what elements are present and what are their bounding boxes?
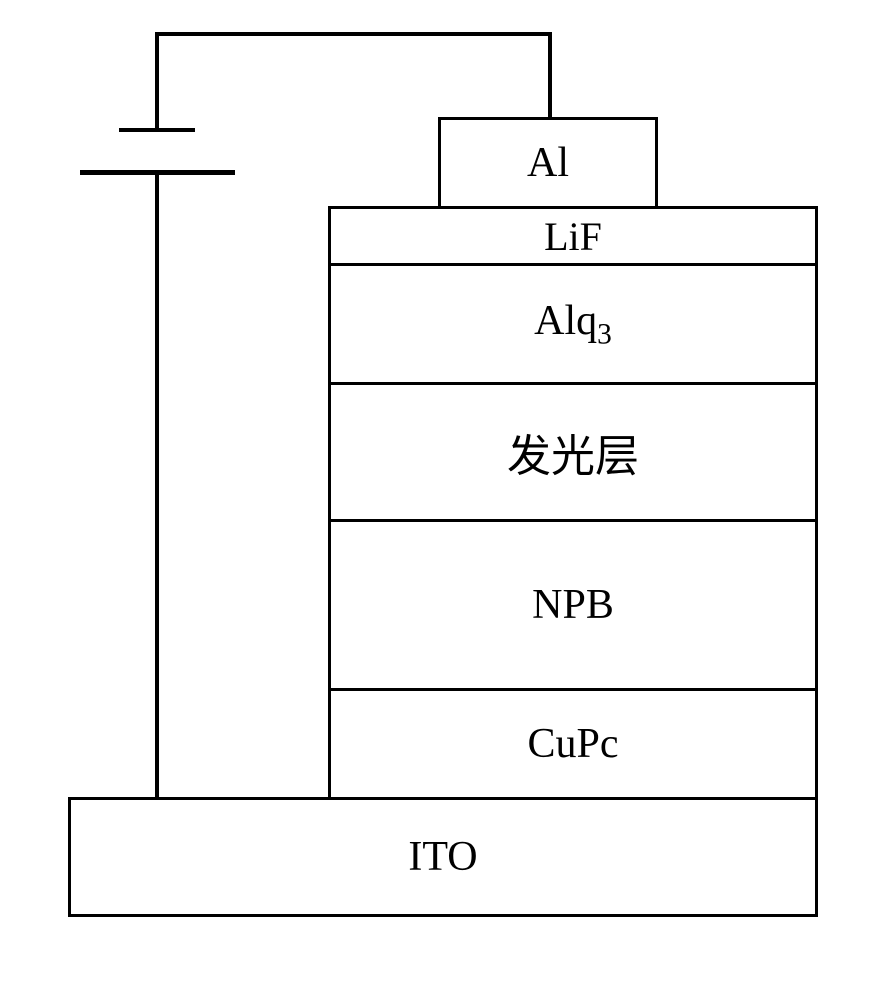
layer-ito: ITO	[68, 797, 818, 917]
wire-anode-vertical	[155, 173, 159, 800]
layer-emissive: 发光层	[328, 382, 818, 522]
layer-ito-label: ITO	[408, 833, 477, 881]
wire-top-horizontal	[155, 32, 552, 36]
layer-lif: LiF	[328, 206, 818, 266]
wire-left-upper	[155, 32, 159, 130]
oled-layer-diagram: Al LiF Alq3 发光层 NPB CuPc ITO	[0, 0, 882, 1000]
layer-cupc: CuPc	[328, 688, 818, 800]
layer-cupc-label: CuPc	[527, 720, 618, 768]
layer-npb: NPB	[328, 519, 818, 691]
layer-alq3: Alq3	[328, 263, 818, 385]
layer-lif-label: LiF	[544, 213, 602, 260]
layer-npb-label: NPB	[532, 581, 614, 629]
layer-emissive-label: 发光层	[507, 420, 639, 484]
layer-alq3-label: Alq3	[534, 297, 612, 351]
wire-cathode-vertical	[548, 32, 552, 119]
layer-al-label: Al	[527, 139, 569, 187]
layer-al: Al	[438, 117, 658, 209]
battery-negative-plate	[119, 128, 195, 132]
